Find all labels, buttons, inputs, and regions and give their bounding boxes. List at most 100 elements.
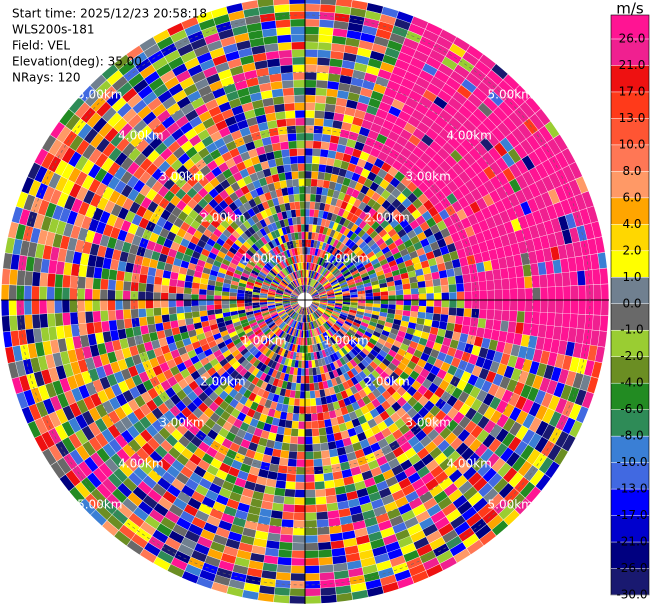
radar-gate <box>246 281 255 287</box>
radar-gate <box>321 250 327 259</box>
radar-gate <box>361 347 370 356</box>
radar-gate <box>287 309 294 316</box>
radar-gate <box>213 396 224 407</box>
radar-gate <box>470 188 483 201</box>
radar-gate <box>281 211 288 220</box>
radar-gate <box>88 148 102 164</box>
radar-gate <box>295 255 299 263</box>
radar-gate <box>315 327 321 336</box>
radar-gate <box>302 307 305 315</box>
radar-gate <box>399 371 410 381</box>
radar-gate <box>305 193 311 202</box>
radar-gate <box>507 321 517 333</box>
radar-gate <box>337 317 346 323</box>
radar-gate <box>452 424 465 437</box>
radar-gate <box>222 168 233 179</box>
radar-gate <box>400 357 410 366</box>
radar-gate <box>321 278 328 285</box>
radar-gate <box>294 390 301 399</box>
radar-gate <box>172 523 188 537</box>
radar-gate <box>197 129 210 141</box>
radar-gate <box>307 285 311 293</box>
radar-gate <box>289 327 295 336</box>
radar-gate <box>489 226 500 239</box>
radar-gate <box>296 133 305 141</box>
radar-gate <box>23 389 36 407</box>
radar-gate <box>140 325 149 335</box>
colorbar-tick-label: 2.0 <box>622 243 641 257</box>
radar-gate <box>306 307 310 315</box>
radar-gate <box>466 45 484 60</box>
radar-gate <box>550 246 560 261</box>
radar-gate <box>453 548 471 563</box>
radar-gate <box>237 235 246 245</box>
radar-gate <box>221 151 233 162</box>
radar-gate <box>452 455 466 469</box>
radar-gate <box>395 284 403 291</box>
radar-gate <box>353 62 368 73</box>
radar-gate <box>335 585 352 595</box>
radar-gate <box>381 246 391 255</box>
radar-gate <box>5 346 16 364</box>
radar-gate <box>167 22 185 36</box>
radar-gate <box>328 220 335 230</box>
radar-gate <box>317 286 324 292</box>
radar-gate <box>439 245 450 256</box>
radar-gate <box>443 354 454 365</box>
radar-gate <box>505 255 515 268</box>
radar-gate <box>287 466 297 475</box>
radar-gate <box>249 418 259 428</box>
radar-gate <box>254 311 262 317</box>
radar-gate <box>497 122 512 138</box>
radar-gate <box>279 534 293 543</box>
radar-gate <box>276 472 287 482</box>
radar-gate <box>592 269 601 285</box>
radar-gate <box>295 209 301 217</box>
radar-gate <box>108 410 121 424</box>
radar-gate <box>207 367 217 377</box>
radar-gate <box>83 128 99 144</box>
radar-gate <box>437 439 450 452</box>
radar-gate <box>471 243 481 255</box>
radar-gate <box>447 276 456 285</box>
radar-gate <box>265 478 277 488</box>
radar-gate <box>291 303 299 308</box>
radar-gate <box>177 378 189 390</box>
radar-gate <box>54 313 64 327</box>
radar-gate <box>362 195 371 205</box>
radar-gate <box>146 316 155 325</box>
radar-gate <box>412 390 423 402</box>
radar-gate <box>268 306 276 310</box>
radar-gate <box>350 124 361 134</box>
radar-gate <box>219 210 229 220</box>
radar-gate <box>236 296 245 300</box>
radar-gate <box>381 94 395 106</box>
radar-gate <box>358 94 371 105</box>
radar-gate <box>168 248 178 258</box>
radar-gate <box>305 87 316 96</box>
radar-gate <box>291 312 297 319</box>
radar-gate <box>502 167 516 182</box>
radar-gate <box>320 316 327 323</box>
radar-gate <box>312 301 320 304</box>
radar-gate <box>327 296 335 299</box>
radar-gate <box>263 144 274 154</box>
radar-gate <box>313 311 320 319</box>
radar-gate <box>498 483 514 499</box>
radar-gate <box>290 26 305 35</box>
radar-gate <box>441 292 450 300</box>
radar-gate <box>293 405 300 414</box>
radar-gate <box>203 407 215 418</box>
radar-gate <box>274 264 282 272</box>
radar-gate <box>328 264 336 272</box>
radar-gate <box>301 307 304 315</box>
radar-gate <box>376 384 387 395</box>
radar-gate <box>200 219 211 229</box>
radar-gate <box>165 387 176 399</box>
radar-gate <box>298 322 302 330</box>
radar-gate <box>575 328 585 344</box>
radar-gate <box>154 142 168 155</box>
radar-gate <box>381 345 391 354</box>
colorbar-segment <box>611 277 649 304</box>
radar-gate <box>206 446 218 458</box>
